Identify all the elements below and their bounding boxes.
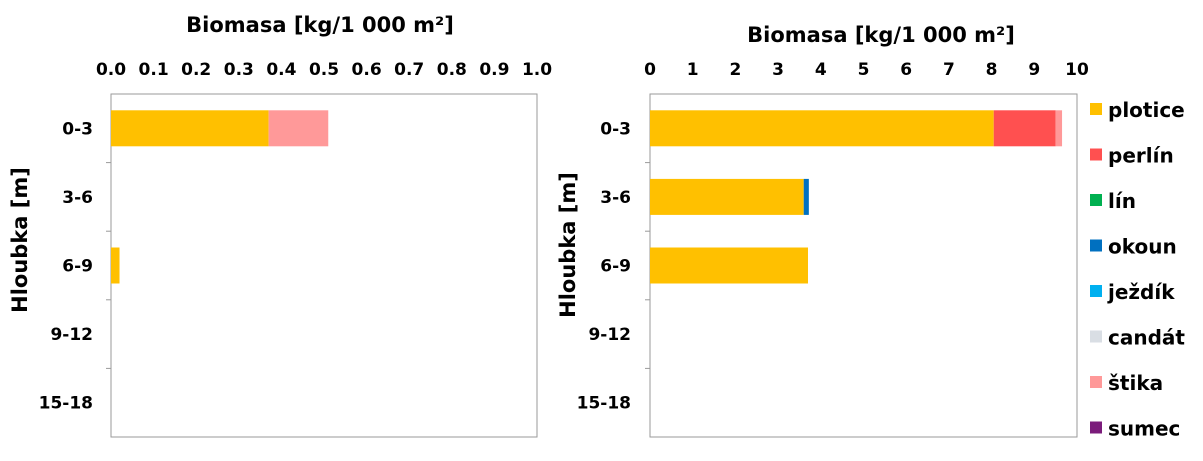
- x-axis-title: Biomasa [kg/1 000 m²]: [747, 23, 1015, 47]
- y-category-label: 6-9: [62, 257, 93, 277]
- legend-swatch-candát: [1090, 330, 1102, 343]
- x-tick-label: 7: [943, 60, 955, 80]
- y-category-label: 6-9: [600, 257, 631, 277]
- x-tick-label: 0.7: [394, 60, 424, 80]
- y-axis-title: Hloubka [m]: [8, 167, 32, 313]
- y-category-label: 3-6: [62, 188, 93, 208]
- x-tick-label: 6: [900, 60, 912, 80]
- x-tick-label: 9: [1028, 60, 1040, 80]
- legend-label: okoun: [1108, 235, 1177, 259]
- legend-label: lín: [1108, 189, 1136, 213]
- legend-swatch-sumec: [1090, 421, 1102, 434]
- legend-swatch-perlín: [1090, 148, 1102, 161]
- y-category-label: 3-6: [600, 188, 631, 208]
- x-tick-label: 10: [1065, 60, 1089, 80]
- legend-label: štika: [1108, 371, 1163, 395]
- bar-segment-štika: [268, 110, 329, 147]
- chart-panel-2: Biomasa [kg/1 000 m²] Hloubka [m] 0 1 2 3 4 5 6 7…: [556, 23, 1089, 438]
- bar-segment-plotice: [650, 247, 808, 284]
- legend-swatch-lín: [1090, 194, 1102, 206]
- x-tick-label: 0.5: [309, 60, 339, 80]
- bar-segment-plotice: [650, 178, 804, 215]
- chart-panel-1: Biomasa [kg/1 000 m²] Hloubka [m] 0.0 0.1 0.…: [8, 13, 552, 438]
- legend-label: sumec: [1108, 417, 1180, 441]
- x-tick-label: 2: [729, 60, 741, 80]
- x-tick-label: 0: [644, 60, 656, 80]
- legend-swatch-štika: [1090, 376, 1102, 388]
- x-tick-label: 0.4: [266, 60, 296, 80]
- x-tick-label: 0.9: [479, 60, 509, 80]
- y-category-label: 9-12: [588, 325, 631, 345]
- legend-swatch-plotice: [1090, 103, 1102, 115]
- x-tick-label: 1: [687, 60, 699, 80]
- x-tick-label: 4: [815, 60, 827, 80]
- x-tick-label: 0.2: [181, 60, 211, 80]
- bar-segment-perlín: [993, 110, 1056, 147]
- x-tick-label: 0.0: [96, 60, 126, 80]
- legend-label: ježdík: [1107, 280, 1175, 304]
- y-category-label: 15-18: [39, 394, 93, 414]
- legend-label: plotice: [1108, 98, 1185, 122]
- y-axis-title: Hloubka [m]: [556, 172, 580, 318]
- legend-swatch-ježdík: [1090, 285, 1102, 297]
- bar-segment-plotice: [111, 247, 120, 284]
- y-category-label: 9-12: [50, 325, 93, 345]
- x-tick-label: 0.8: [437, 60, 467, 80]
- legend-label: perlín: [1108, 144, 1174, 168]
- bar-segment-okoun: [803, 178, 809, 215]
- legend-swatch-okoun: [1090, 239, 1102, 252]
- bar-segment-štika: [1055, 110, 1063, 147]
- legend-label: candát: [1108, 326, 1185, 350]
- x-tick-label: 0.1: [139, 60, 169, 80]
- x-tick-label: 0.3: [224, 60, 254, 80]
- x-axis-title: Biomasa [kg/1 000 m²]: [186, 13, 454, 37]
- legend: plotice perlín lín okoun ježdík candát štika su…: [1090, 98, 1185, 441]
- y-category-label: 15-18: [577, 394, 631, 414]
- x-tick-label: 5: [858, 60, 870, 80]
- y-category-label: 0-3: [600, 119, 631, 139]
- bar-segment-plotice: [650, 110, 994, 147]
- x-tick-label: 1.0: [522, 60, 552, 80]
- y-category-label: 0-3: [62, 119, 93, 139]
- x-tick-label: 8: [986, 60, 998, 80]
- bar-segment-plotice: [111, 110, 269, 147]
- x-tick-label: 0.6: [352, 60, 382, 80]
- x-tick-label: 3: [772, 60, 784, 80]
